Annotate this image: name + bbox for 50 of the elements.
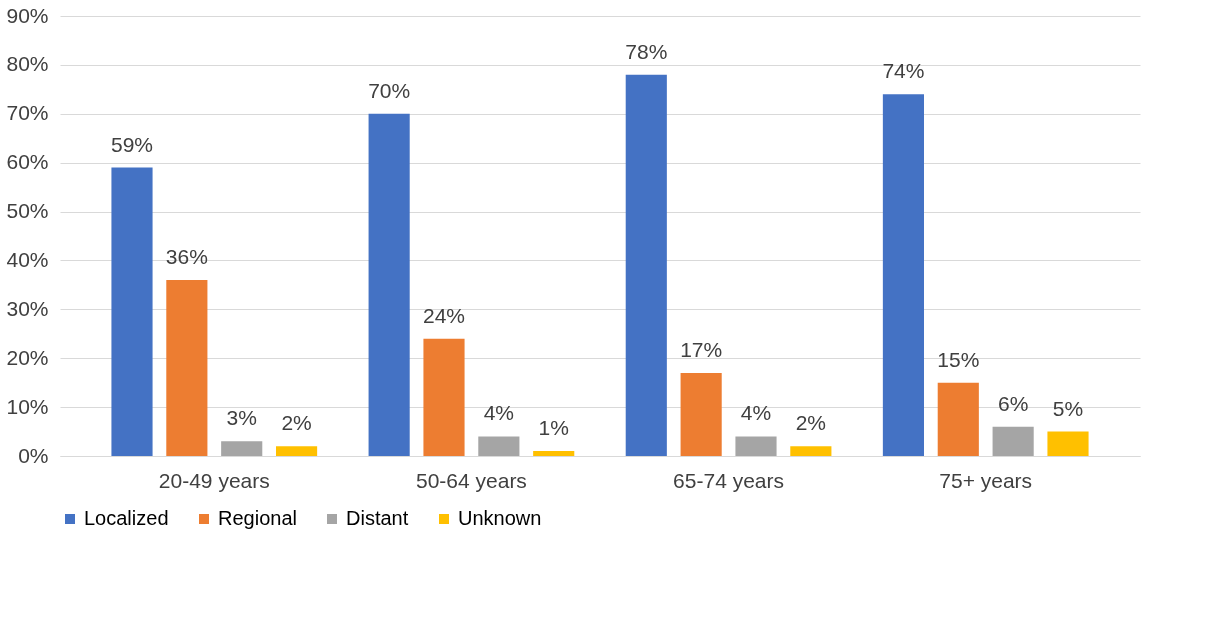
data-label: 17%	[680, 337, 723, 361]
legend-label: Regional	[218, 507, 297, 529]
bar	[680, 372, 722, 456]
bar	[735, 436, 777, 456]
data-label: 5%	[1052, 396, 1084, 420]
data-label: 2%	[795, 411, 827, 435]
legend-label: Unknown	[458, 507, 542, 529]
data-label: 6%	[997, 391, 1029, 415]
data-label: 78%	[625, 39, 668, 63]
y-tick-label: 70%	[6, 101, 49, 125]
y-tick-label: 60%	[6, 150, 49, 174]
data-label: 2%	[281, 411, 312, 435]
data-label: 4%	[483, 401, 515, 425]
data-label: 70%	[368, 78, 411, 102]
x-tick-label: 50-64 years	[415, 468, 527, 492]
data-label: 59%	[110, 132, 154, 156]
y-tick-label: 50%	[6, 199, 49, 223]
bar	[276, 446, 318, 456]
legend-label: Distant	[346, 507, 409, 529]
data-label: 1%	[538, 416, 569, 440]
bar	[937, 382, 979, 456]
bar	[368, 113, 410, 456]
bar	[790, 446, 832, 456]
y-tick-label: 0%	[18, 443, 49, 467]
data-label: 15%	[937, 347, 980, 371]
bar	[1047, 431, 1089, 456]
data-label: 36%	[165, 245, 208, 268]
data-label: 4%	[740, 401, 772, 425]
y-tick-label: 80%	[6, 52, 49, 76]
bar	[221, 441, 263, 456]
bar	[992, 426, 1034, 456]
data-label: 3%	[226, 406, 257, 430]
bar	[111, 167, 153, 456]
y-tick-label: 40%	[6, 247, 49, 271]
bar	[625, 74, 667, 456]
data-label: 24%	[422, 303, 466, 327]
y-tick-label: 10%	[6, 394, 49, 418]
bar	[882, 94, 924, 456]
x-tick-label: 20-49 years	[158, 468, 270, 492]
y-tick-label: 90%	[6, 3, 49, 27]
legend-label: Localized	[84, 507, 169, 529]
bar	[533, 451, 575, 456]
y-tick-label: 20%	[6, 345, 49, 369]
bar	[478, 436, 520, 456]
data-label: 74%	[882, 59, 925, 83]
bar	[423, 338, 465, 456]
x-tick-label: 65-74 years	[673, 468, 785, 492]
y-tick-label: 30%	[6, 296, 49, 320]
bar	[166, 280, 208, 456]
x-tick-label: 75+ years	[939, 468, 1033, 492]
